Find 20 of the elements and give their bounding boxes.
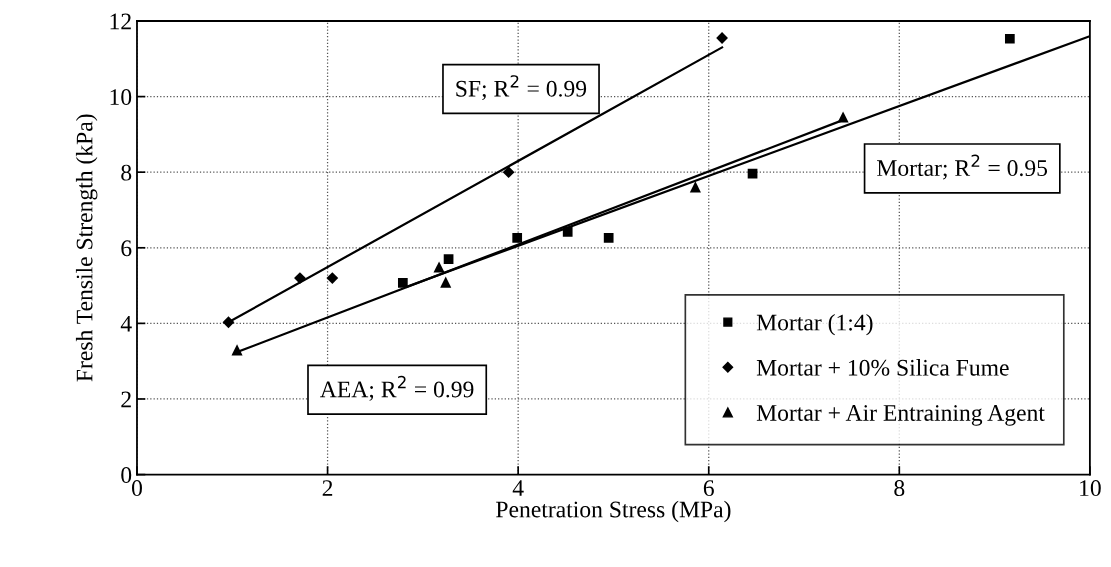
annotation: SF; R$^{2}$ = 0.99 [456, 75, 587, 101]
annotation: Mortar; R$^{2}$ = 0.95 [877, 154, 1048, 180]
legend-label: Mortar + 10% Silica Fume [756, 359, 1009, 376]
y-axis-title: Fresh Tensile Strength (kPa) [75, 114, 98, 382]
y-tick-label: 0 [121, 467, 132, 483]
x-tick-label: 4 [512, 480, 524, 496]
x-tick-label: 2 [322, 480, 333, 496]
y-tick-label: 12 [110, 13, 131, 30]
x-axis-title: Penetration Stress (MPa) [496, 500, 731, 523]
x-tick-label: 8 [894, 480, 905, 497]
y-tick-label: 4 [120, 316, 132, 332]
y-tick-label: 10 [110, 89, 132, 105]
x-tick-label: 10 [1080, 480, 1101, 497]
y-tick-label: 8 [121, 164, 132, 181]
y-tick-label: 6 [121, 240, 132, 257]
legend-label: Mortar + Air Entraining Agent [756, 405, 1045, 426]
annotation: AEA; R$^{2}$ = 0.99 [320, 375, 474, 401]
x-tick-label: 6 [703, 480, 714, 497]
y-tick-label: 2 [121, 391, 131, 408]
legend-label: Mortar (1:4) [756, 313, 873, 336]
